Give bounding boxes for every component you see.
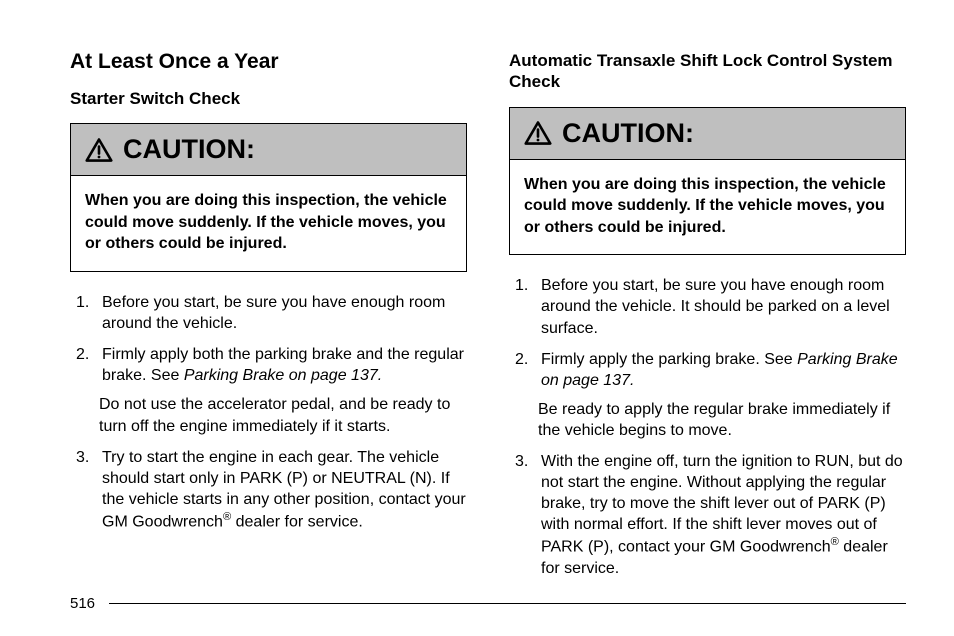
caution-label-right: CAUTION: (562, 118, 694, 149)
registered-mark: ® (831, 536, 839, 548)
caution-label-left: CAUTION: (123, 134, 255, 165)
step-reference: Parking Brake on page 137. (184, 367, 382, 384)
step-extra: Be ready to apply the regular brake imme… (538, 399, 906, 441)
registered-mark: ® (223, 511, 231, 523)
step-text: Before you start, be sure you have enoug… (102, 294, 445, 332)
step-extra: Do not use the accelerator pedal, and be… (99, 394, 467, 436)
caution-header-left: CAUTION: (71, 124, 466, 176)
steps-right: Before you start, be sure you have enoug… (509, 275, 906, 579)
step-text-tail: dealer for service. (231, 513, 363, 530)
steps-left: Before you start, be sure you have enoug… (70, 292, 467, 532)
list-item: Before you start, be sure you have enoug… (76, 292, 467, 334)
right-column: Automatic Transaxle Shift Lock Control S… (509, 50, 906, 589)
caution-header-right: CAUTION: (510, 108, 905, 160)
page-number: 516 (70, 595, 95, 612)
caution-box-left: CAUTION: When you are doing this inspect… (70, 123, 467, 272)
page-columns: At Least Once a Year Starter Switch Chec… (70, 50, 906, 589)
heading-minor-left: Starter Switch Check (70, 88, 467, 109)
caution-body-right: When you are doing this inspection, the … (510, 160, 905, 255)
list-item: Try to start the engine in each gear. Th… (76, 447, 467, 533)
list-item: Firmly apply the parking brake. See Park… (515, 349, 906, 441)
list-item: Firmly apply both the parking brake and … (76, 344, 467, 436)
warning-triangle-icon (524, 120, 552, 146)
page-footer: 516 (70, 595, 906, 612)
heading-minor-right: Automatic Transaxle Shift Lock Control S… (509, 50, 906, 93)
step-text: Firmly apply the parking brake. See (541, 351, 797, 368)
warning-triangle-icon (85, 137, 113, 163)
footer-rule (109, 603, 906, 604)
heading-major: At Least Once a Year (70, 50, 467, 74)
caution-box-right: CAUTION: When you are doing this inspect… (509, 107, 906, 256)
step-text: Before you start, be sure you have enoug… (541, 277, 890, 336)
list-item: With the engine off, turn the ignition t… (515, 451, 906, 579)
list-item: Before you start, be sure you have enoug… (515, 275, 906, 338)
caution-body-left: When you are doing this inspection, the … (71, 176, 466, 271)
left-column: At Least Once a Year Starter Switch Chec… (70, 50, 467, 589)
